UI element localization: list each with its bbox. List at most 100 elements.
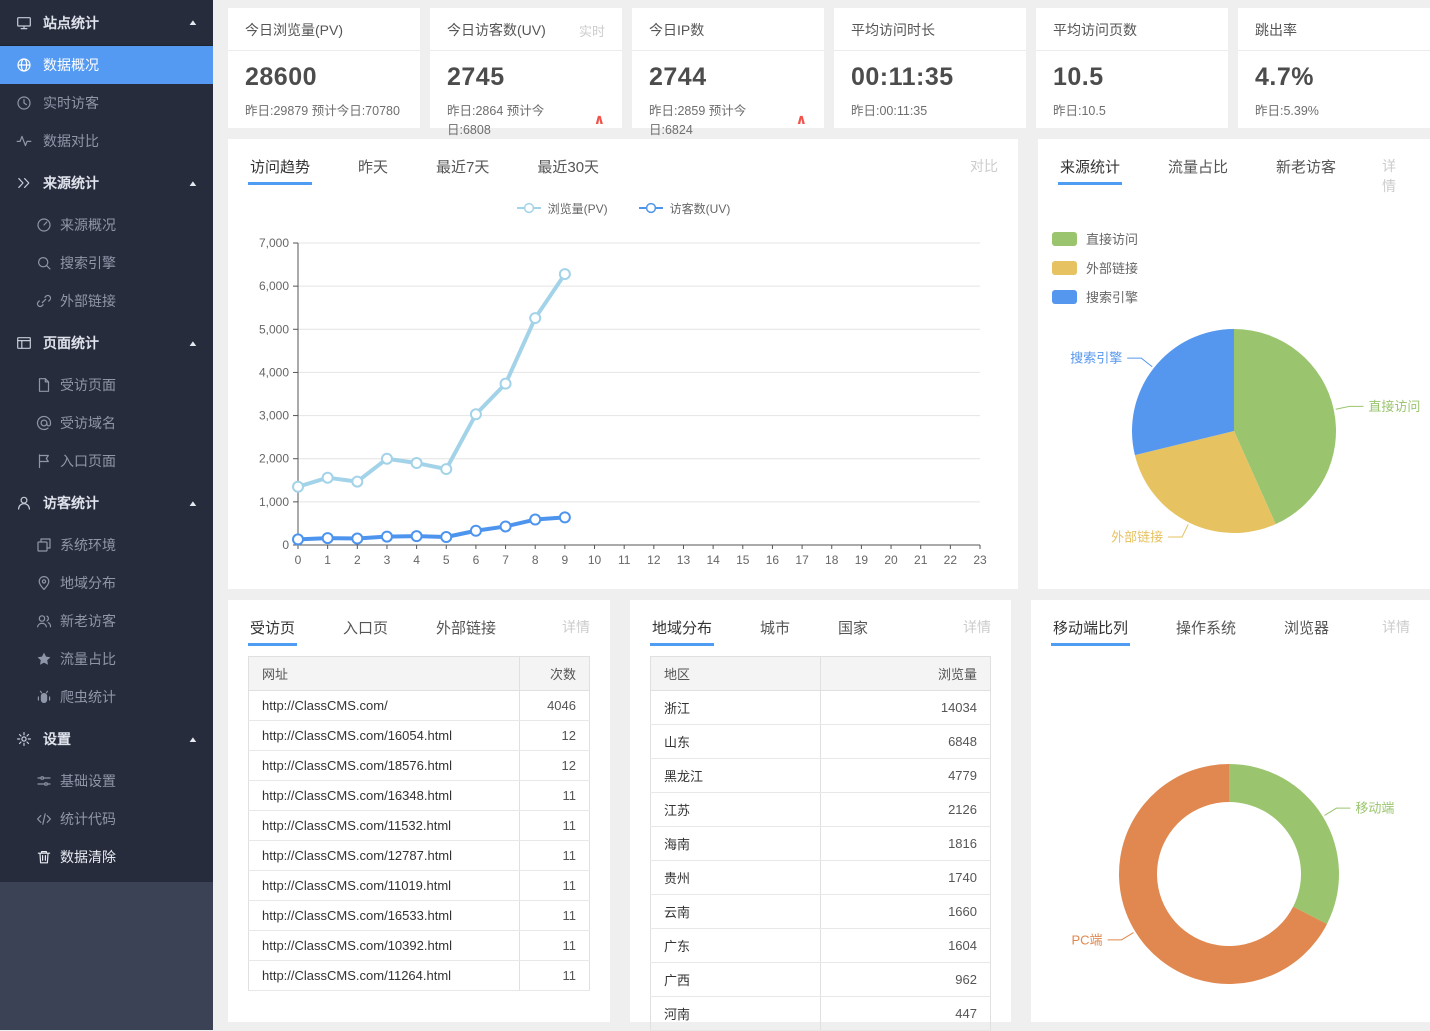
visit-trend-panel-head: 访问趋势 昨天 最近7天 最近30天 对比 (228, 139, 1018, 191)
sidebar-item[interactable]: 搜索引擎 (0, 244, 213, 282)
sliders-icon (36, 773, 52, 789)
sidebar-item-label: 外部链接 (60, 291, 116, 311)
table-row[interactable]: http://ClassCMS.com/4046 (249, 691, 590, 721)
svg-text:8: 8 (532, 553, 539, 567)
tab-source-stats[interactable]: 来源统计 (1058, 139, 1122, 191)
sidebar-item[interactable]: 入口页面 (0, 442, 213, 480)
table-row[interactable]: http://ClassCMS.com/12787.html11 (249, 841, 590, 871)
svg-text:16: 16 (766, 553, 780, 567)
tab-visited-pages[interactable]: 受访页 (248, 600, 297, 652)
table-row[interactable]: 广西962 (651, 963, 991, 997)
table-row[interactable]: http://ClassCMS.com/16054.html12 (249, 721, 590, 751)
legend-item[interactable]: 外部链接 (1052, 258, 1138, 277)
table-row[interactable]: 河南447 (651, 997, 991, 1031)
region-detail-link[interactable]: 详情 (963, 600, 991, 652)
sidebar-section-header[interactable]: 来源统计▲ (0, 160, 213, 206)
legend-item[interactable]: 搜索引擎 (1052, 287, 1138, 306)
table-row[interactable]: 海南1816 (651, 827, 991, 861)
sidebar-item[interactable]: 新老访客 (0, 602, 213, 640)
sidebar-item[interactable]: 流量占比 (0, 640, 213, 678)
svg-text:直接访问: 直接访问 (1368, 399, 1420, 414)
table-row[interactable]: http://ClassCMS.com/11019.html11 (249, 871, 590, 901)
table-row[interactable]: 贵州1740 (651, 861, 991, 895)
sidebar-item-label: 实时访客 (43, 93, 99, 113)
sidebar-item[interactable]: 受访页面 (0, 366, 213, 404)
legend-label: 外部链接 (1086, 258, 1138, 277)
legend-item[interactable]: 访客数(UV) (638, 200, 731, 217)
compare-link[interactable]: 对比 (970, 139, 998, 191)
globe-icon (16, 57, 32, 73)
sidebar: 站点统计▲数据概况实时访客数据对比来源统计▲来源概况搜索引擎外部链接页面统计▲受… (0, 0, 213, 1030)
column-header-url: 网址 (249, 657, 520, 691)
tab-yesterday[interactable]: 昨天 (356, 139, 390, 191)
sidebar-item[interactable]: 数据清除 (0, 838, 213, 876)
sidebar-section-header[interactable]: 站点统计▲ (0, 0, 213, 46)
source-detail-link[interactable]: 详情 (1382, 139, 1410, 191)
device-detail-link[interactable]: 详情 (1382, 600, 1410, 652)
tab-mobile-ratio[interactable]: 移动端比列 (1051, 600, 1130, 652)
row-value: 12 (520, 721, 590, 751)
table-row[interactable]: http://ClassCMS.com/11532.html11 (249, 811, 590, 841)
sidebar-section-header[interactable]: 访客统计▲ (0, 480, 213, 526)
table-row[interactable]: 黑龙江4779 (651, 759, 991, 793)
table-row[interactable]: http://ClassCMS.com/18576.html12 (249, 751, 590, 781)
sidebar-item[interactable]: 外部链接 (0, 282, 213, 320)
table-row[interactable]: 云南1660 (651, 895, 991, 929)
table-row[interactable]: http://ClassCMS.com/16533.html11 (249, 901, 590, 931)
table-row[interactable]: http://ClassCMS.com/10392.html11 (249, 931, 590, 961)
tables-row: 受访页 入口页 外部链接 详情 网址 次数 http://ClassCMS.co… (228, 600, 1430, 1022)
legend-item[interactable]: 浏览量(PV) (516, 200, 608, 217)
table-row[interactable]: 浙江14034 (651, 691, 991, 725)
legend-label: 直接访问 (1086, 229, 1138, 248)
tab-browser[interactable]: 浏览器 (1282, 600, 1331, 652)
tab-last-30-days[interactable]: 最近30天 (535, 139, 601, 191)
sidebar-item[interactable]: 实时访客 (0, 84, 213, 122)
stat-card-value: 2744 (632, 51, 824, 92)
gear-icon (16, 731, 32, 747)
sidebar-item[interactable]: 数据概况 (0, 46, 213, 84)
sidebar-item[interactable]: 数据对比 (0, 122, 213, 160)
legend-item[interactable]: 直接访问 (1052, 229, 1138, 248)
tab-city[interactable]: 城市 (758, 600, 792, 652)
device-panel: 移动端比列 操作系统 浏览器 详情 移动端PC端 (1031, 600, 1430, 1022)
caret-up-icon: ▲ (187, 735, 198, 744)
svg-text:外部链接: 外部链接 (1111, 529, 1163, 544)
table-row[interactable]: 山东6848 (651, 725, 991, 759)
tab-last-7-days[interactable]: 最近7天 (434, 139, 491, 191)
row-value: 2126 (821, 793, 991, 827)
table-row[interactable]: 江苏2126 (651, 793, 991, 827)
display-icon (16, 15, 32, 31)
device-panel-body: 移动端PC端 (1031, 652, 1430, 1022)
sidebar-item[interactable]: 地域分布 (0, 564, 213, 602)
sidebar-section-header[interactable]: 设置▲ (0, 716, 213, 762)
sidebar-item[interactable]: 统计代码 (0, 800, 213, 838)
table-row[interactable]: http://ClassCMS.com/11264.html11 (249, 961, 590, 991)
stat-card: 今日浏览量(PV)28600昨日:29879 预计今日:70780 (228, 8, 420, 128)
table-row[interactable]: http://ClassCMS.com/16348.html11 (249, 781, 590, 811)
column-header-pageviews: 浏览量 (821, 657, 991, 691)
visited-pages-table: 网址 次数 http://ClassCMS.com/4046http://Cla… (248, 656, 590, 991)
sidebar-item[interactable]: 来源概况 (0, 206, 213, 244)
tab-external-links[interactable]: 外部链接 (434, 600, 498, 652)
tab-country[interactable]: 国家 (836, 600, 870, 652)
region-table: 地区 浏览量 浙江14034山东6848黑龙江4779江苏2126海南1816贵… (650, 656, 991, 1031)
stat-card-value: 28600 (228, 51, 420, 92)
star-icon (36, 651, 52, 667)
sidebar-item[interactable]: 爬虫统计 (0, 678, 213, 716)
table-row[interactable]: 广东1604 (651, 929, 991, 963)
svg-text:20: 20 (884, 553, 898, 567)
tab-traffic-share[interactable]: 流量占比 (1166, 139, 1230, 191)
sidebar-item-label: 新老访客 (60, 611, 116, 631)
row-value: 11 (520, 931, 590, 961)
sidebar-section-header[interactable]: 页面统计▲ (0, 320, 213, 366)
sidebar-item[interactable]: 基础设置 (0, 762, 213, 800)
row-value: 11 (520, 781, 590, 811)
tab-entry-pages[interactable]: 入口页 (341, 600, 390, 652)
pages-detail-link[interactable]: 详情 (562, 600, 590, 652)
tab-operating-system[interactable]: 操作系统 (1174, 600, 1238, 652)
tab-region[interactable]: 地域分布 (650, 600, 714, 652)
sidebar-item[interactable]: 系统环境 (0, 526, 213, 564)
tab-new-old-visitors[interactable]: 新老访客 (1274, 139, 1338, 191)
sidebar-item[interactable]: 受访域名 (0, 404, 213, 442)
tab-visit-trend[interactable]: 访问趋势 (248, 139, 312, 191)
